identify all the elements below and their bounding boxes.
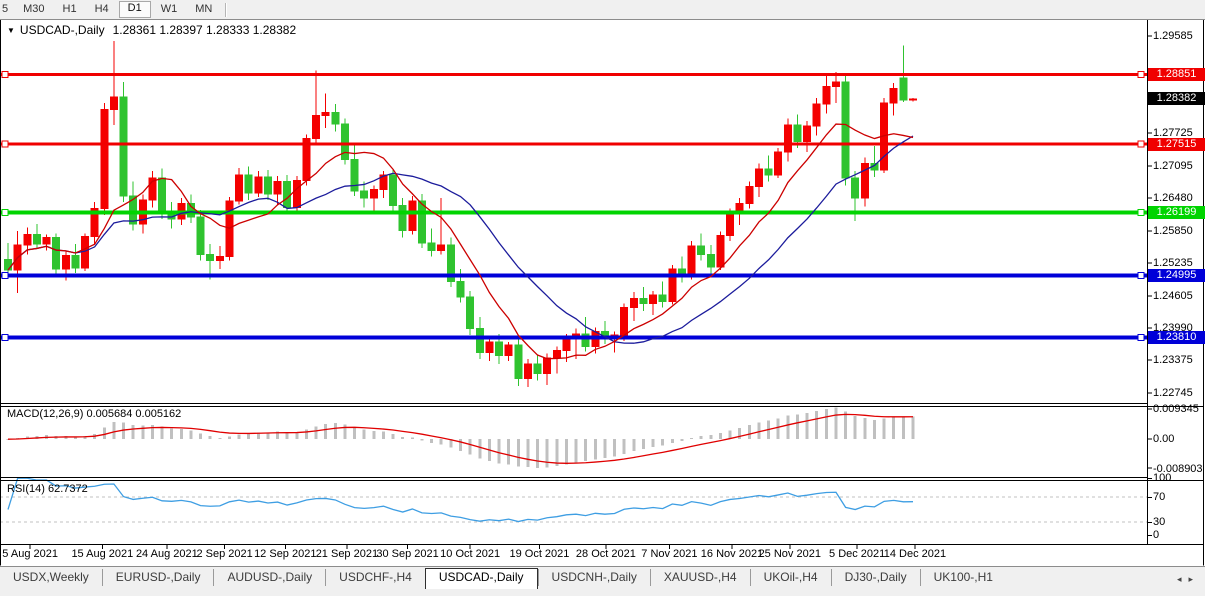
timeframe-button-w1[interactable]: W1 <box>160 3 178 15</box>
chart-tabs-bar: USDX,Weekly EURUSD-,Daily AUDUSD-,Daily USD… <box>0 566 1205 596</box>
chart-tab-eurusd-daily[interactable]: EURUSD-,Daily <box>101 569 214 586</box>
horizontal-lines[interactable] <box>0 70 1147 341</box>
toolbar-divider <box>225 2 228 17</box>
timeframe-button-h1[interactable]: H1 <box>62 3 77 15</box>
chart-tab-xauusd-h4[interactable]: XAUUSD-,H4 <box>649 569 750 586</box>
chart-tab-usdcad-daily[interactable]: USDCAD-,Daily <box>424 568 538 589</box>
timeframe-button-mn[interactable]: MN <box>195 3 213 15</box>
chart-tab-uk100-h1[interactable]: UK100-,H1 <box>919 569 1006 586</box>
timeframe-button-5[interactable]: 5 <box>2 3 9 15</box>
line-anchor-marker[interactable] <box>1 272 9 280</box>
chart-tab-audusd-daily[interactable]: AUDUSD-,Daily <box>213 569 325 586</box>
tabs-scroll-arrows: ◂▸ <box>1177 574 1200 585</box>
line-anchor-marker[interactable] <box>1137 209 1145 217</box>
chart-tab-dj30-daily[interactable]: DJ30-,Daily <box>830 569 920 586</box>
timeframe-button-m30[interactable]: M30 <box>23 3 45 15</box>
line-anchor-marker[interactable] <box>1 209 9 217</box>
panel-borders <box>0 19 1204 566</box>
line-anchor-marker[interactable] <box>1137 333 1145 341</box>
chart-tab-usdcnh-daily[interactable]: USDCNH-,Daily <box>537 569 650 586</box>
symbol-dropdown-arrow-icon[interactable]: ▼ <box>7 26 15 35</box>
timeframe-button-d1[interactable]: D1 <box>118 1 151 18</box>
chart-canvas[interactable] <box>0 0 1205 566</box>
rsi-indicator-label: RSI(14) 62.7372 <box>7 483 88 495</box>
rsi-line <box>7 477 914 523</box>
candles-layer <box>4 40 917 387</box>
timeframe-toolbar: 5 M30 H1 H4 D1 W1 MN <box>0 0 1205 20</box>
macd-indicator-label: MACD(12,26,9) 0.005684 0.005162 <box>7 408 182 420</box>
line-anchor-marker[interactable] <box>1 333 9 341</box>
line-anchor-marker[interactable] <box>1137 272 1145 280</box>
chart-ohlc-values: 1.28361 1.28397 1.28333 1.28382 <box>112 23 297 37</box>
axis-tick-marks <box>29 35 1152 549</box>
line-anchor-marker[interactable] <box>1 70 9 78</box>
tabs-scroll-left-icon[interactable]: ◂ <box>1176 574 1189 584</box>
line-anchor-marker[interactable] <box>1137 70 1145 78</box>
rsi-level-lines <box>0 496 1147 523</box>
chart-tab-usdx-weekly[interactable]: USDX,Weekly <box>13 570 89 584</box>
macd-signal-line <box>7 413 914 464</box>
line-anchor-marker[interactable] <box>1 140 9 148</box>
ma-slow-line <box>7 135 914 344</box>
chart-tab-usdchf-h4[interactable]: USDCHF-,H4 <box>325 569 425 586</box>
line-anchor-marker[interactable] <box>1137 140 1145 148</box>
ma-fast-line <box>7 123 914 360</box>
chart-title: ▼ USDCAD-,Daily 1.28361 1.28397 1.28333 1.… <box>7 23 296 37</box>
timeframe-button-h4[interactable]: H4 <box>94 3 109 15</box>
chart-symbol-label: USDCAD-,Daily <box>19 23 105 37</box>
tabs-scroll-right-icon[interactable]: ▸ <box>1188 574 1200 584</box>
chart-background <box>0 19 1205 566</box>
chart-tab-ukoil-h4[interactable]: UKOil-,H4 <box>749 569 831 586</box>
